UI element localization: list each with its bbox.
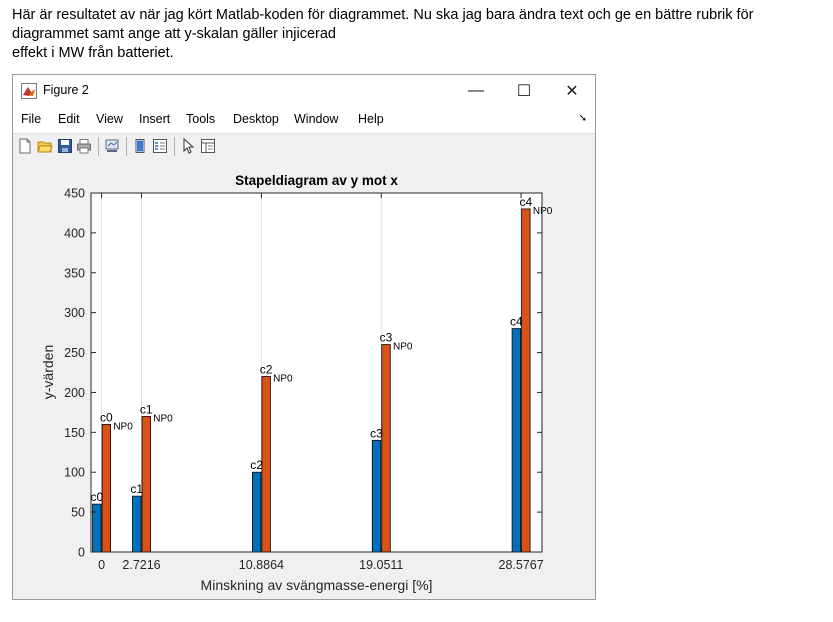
window-title: Figure 2 — [43, 83, 89, 97]
y-axis-label: y-värden — [40, 345, 56, 399]
y-tick-label: 250 — [64, 346, 85, 360]
minimize-icon: — — [468, 81, 484, 99]
x-axis-label: Minskning av svängmasse-energi [%] — [201, 577, 433, 593]
menu-file[interactable]: File — [21, 112, 42, 126]
close-button[interactable]: ✕ — [549, 75, 595, 106]
bar-label-series-1: c0 — [90, 490, 103, 504]
bar-series-1 — [92, 503, 102, 553]
bar-label-subscript: NP0 — [533, 206, 553, 217]
legend-icon[interactable] — [152, 138, 168, 154]
document-line-3: effekt i MW från batteriet. — [12, 45, 174, 61]
close-icon: ✕ — [565, 82, 579, 100]
bar-label-subscript: NP0 — [113, 421, 133, 432]
y-tick-label: 200 — [64, 386, 85, 400]
title-bar: Figure 2 — ☐ ✕ — [13, 75, 595, 106]
plot-area — [91, 193, 542, 552]
y-ticks: 0 50 100 150 200 250 300 350 400 450 — [64, 187, 542, 560]
menu-window[interactable]: Window — [294, 112, 339, 126]
property-inspector-icon[interactable] — [200, 138, 216, 154]
bar-label-subscript: NP0 — [153, 413, 173, 424]
document-line-2: diagrammet samt ange att y-skalan gäller… — [12, 26, 336, 42]
bar-label-series-1: c1 — [130, 482, 143, 496]
colorbar-icon[interactable] — [132, 138, 148, 154]
maximize-button[interactable]: ☐ — [501, 75, 547, 106]
link-plot-icon[interactable] — [104, 138, 120, 154]
bar-label-series-2: c3 — [380, 331, 393, 345]
bar-label-series-1: c3 — [370, 426, 383, 440]
bar-series-1 — [251, 471, 262, 553]
bar-label-series-1: c4 — [510, 315, 523, 329]
bar-label-series-2: c1 — [140, 402, 153, 416]
open-file-icon[interactable] — [37, 138, 53, 154]
menu-view[interactable]: View — [96, 112, 123, 126]
toolbar-separator — [174, 137, 175, 156]
chart-title: Stapeldiagram av y mot x — [235, 173, 398, 188]
toolbar-separator — [126, 137, 127, 156]
x-tick-label: 19.0511 — [359, 558, 403, 572]
bar-series-2 — [521, 208, 531, 553]
menu-tools[interactable]: Tools — [186, 112, 216, 126]
y-tick-label: 300 — [64, 306, 85, 320]
x-tick-label: 10.8864 — [239, 558, 284, 572]
bar-label-subscript: NP0 — [393, 342, 413, 353]
bar-series-2 — [261, 376, 271, 553]
bar-series-2 — [381, 344, 391, 553]
y-tick-label: 50 — [71, 506, 85, 520]
y-tick-label: 0 — [78, 546, 85, 560]
bar-series-1 — [371, 439, 382, 553]
bar-series-1 — [132, 495, 142, 553]
menu-desktop[interactable]: Desktop — [233, 112, 279, 126]
figure-window: Figure 2 — ☐ ✕ File Edit View Insert Too… — [12, 74, 596, 600]
bar-label-series-2: c2 — [260, 362, 273, 376]
y-tick-label: 350 — [64, 266, 85, 280]
axes-box — [90, 192, 543, 553]
bar-series-2 — [101, 423, 111, 553]
document-text: Här är resultatet av när jag kört Matlab… — [12, 6, 827, 63]
toolbar — [13, 133, 595, 160]
maximize-icon: ☐ — [516, 82, 532, 100]
figure-canvas: c0 c0 NP0 c1 c1 NP0 c2 c2 NP0 c3 c3 NP0 c4 c4 NP0 0 50 1… — [13, 159, 596, 600]
minimize-button[interactable]: — — [453, 75, 499, 106]
new-figure-icon[interactable] — [17, 138, 33, 154]
y-tick-label: 100 — [64, 466, 85, 480]
bar-series-2 — [141, 415, 151, 553]
bar-label-series-2: c0 — [100, 410, 113, 424]
y-tick-label: 150 — [64, 426, 85, 440]
menu-help[interactable]: Help — [358, 112, 384, 126]
print-icon[interactable] — [76, 138, 92, 154]
bar-series-1 — [511, 328, 522, 553]
matlab-icon — [21, 83, 37, 99]
x-tick-label: 2.7216 — [122, 558, 160, 572]
menu-edit[interactable]: Edit — [58, 112, 80, 126]
pointer-icon[interactable] — [180, 138, 196, 154]
menu-insert[interactable]: Insert — [139, 112, 171, 126]
document-line-1: Här är resultatet av när jag kört Matlab… — [12, 7, 754, 23]
save-icon[interactable] — [57, 138, 73, 154]
bar-label-subscript: NP0 — [273, 373, 293, 384]
menu-bar: File Edit View Insert Tools Desktop Wind… — [13, 106, 595, 133]
bar-label-series-2: c4 — [520, 195, 533, 209]
grid-lines — [101, 193, 522, 552]
x-tick-label: 0 — [98, 558, 105, 572]
toolbar-separator — [98, 137, 99, 156]
y-tick-label: 400 — [64, 226, 85, 240]
bar-label-series-1: c2 — [250, 458, 263, 472]
y-tick-label: 450 — [64, 187, 85, 201]
x-ticks: 0 2.7216 10.8864 19.0511 28.5767 — [98, 193, 544, 572]
bars — [92, 208, 531, 553]
dock-arrow-icon[interactable]: ➘ — [578, 113, 587, 124]
x-tick-label: 28.5767 — [499, 558, 544, 572]
